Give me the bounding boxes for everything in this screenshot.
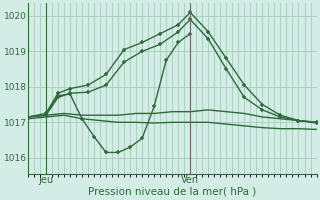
X-axis label: Pression niveau de la mer( hPa ): Pression niveau de la mer( hPa ) xyxy=(88,187,256,197)
